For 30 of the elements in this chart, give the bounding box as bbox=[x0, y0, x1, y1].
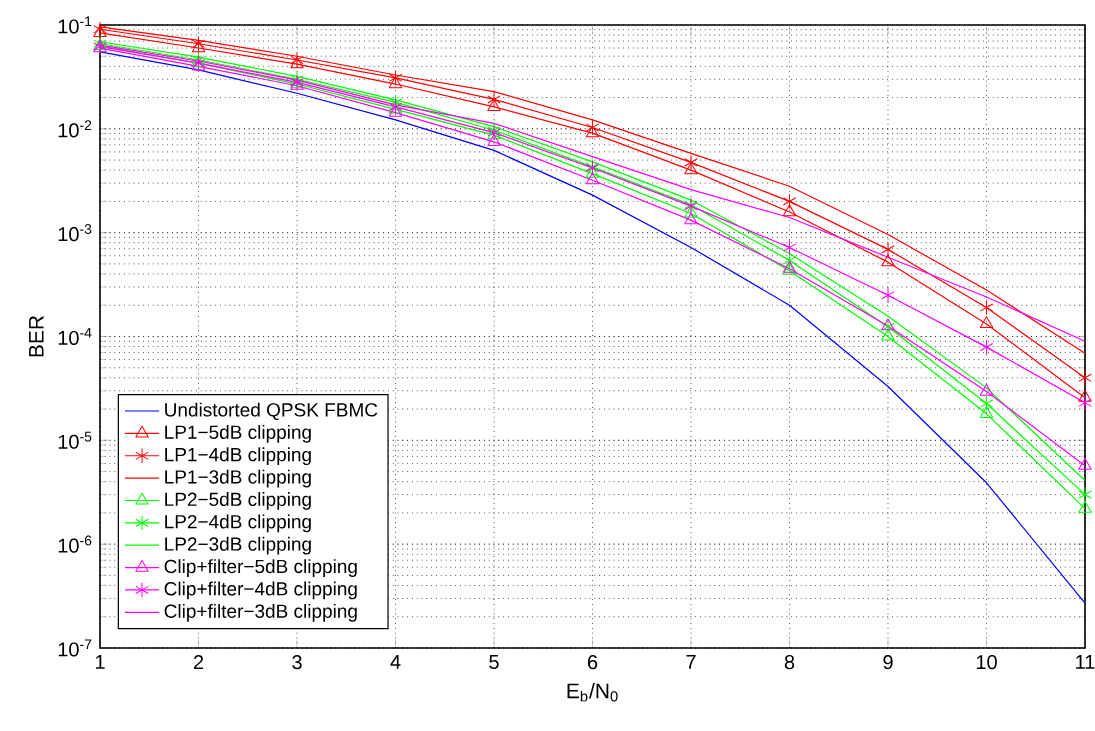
y-tick-label: 10$^{-6}$ bbox=[58, 535, 92, 553]
legend-label: Clip+filter−3dB clipping bbox=[164, 603, 357, 622]
legend-label: LP1−3dB clipping bbox=[165, 469, 311, 488]
y-tick-label: 10$^{-5}$ bbox=[58, 431, 92, 449]
x-tick-label: 3 bbox=[292, 655, 302, 670]
legend-label: LP2−5dB clipping bbox=[165, 492, 311, 510]
legend-label: Undistorted QPSK FBMC bbox=[165, 402, 378, 421]
x-tick-label: 11 bbox=[1076, 655, 1095, 669]
x-tick-label: 10 bbox=[976, 655, 997, 670]
y-tick-label: 10$^{-3}$ bbox=[58, 224, 92, 242]
legend-label: Clip+filter−4dB clipping bbox=[164, 581, 357, 600]
x-tick-label: 4 bbox=[390, 655, 401, 669]
y-tick-label: 10$^{-4}$ bbox=[58, 327, 92, 346]
y-tick-label: 10$^{-1}$ bbox=[58, 16, 92, 34]
legend-label: Clip+filter−5dB clipping bbox=[164, 559, 357, 577]
x-tick-label: 9 bbox=[883, 655, 893, 670]
x-tick-label: 2 bbox=[193, 655, 204, 670]
y-tick-label: 10$^{-7}$ bbox=[58, 639, 92, 657]
x-tick-label: 8 bbox=[784, 655, 795, 670]
y-axis-title: BER bbox=[29, 315, 44, 357]
legend-label: LP1−5dB clipping bbox=[165, 425, 311, 443]
y-tick-label: 10$^{-2}$ bbox=[58, 120, 92, 138]
x-tick-label: 1 bbox=[95, 655, 105, 669]
x-tick-label: 5 bbox=[489, 655, 499, 670]
legend-label: LP1−4dB clipping bbox=[165, 447, 311, 466]
x-tick-label: 7 bbox=[686, 655, 696, 669]
x-axis-title: E$_{b}$/N$_{0}$ bbox=[567, 682, 618, 702]
x-tick-label: 6 bbox=[587, 655, 598, 670]
legend-label: LP2−4dB clipping bbox=[165, 514, 311, 533]
legend-label: LP2−3dB clipping bbox=[165, 536, 311, 555]
